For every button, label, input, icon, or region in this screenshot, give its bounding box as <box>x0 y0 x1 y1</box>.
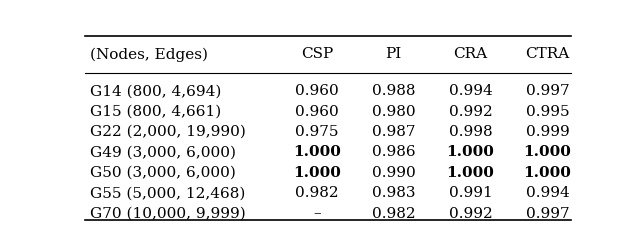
Text: 0.960: 0.960 <box>295 84 339 98</box>
Text: CRA: CRA <box>454 47 488 61</box>
Text: –: – <box>313 207 321 220</box>
Text: G49 (3,000, 6,000): G49 (3,000, 6,000) <box>90 145 236 160</box>
Text: G15 (800, 4,661): G15 (800, 4,661) <box>90 105 221 119</box>
Text: 0.991: 0.991 <box>449 186 492 200</box>
Text: 0.995: 0.995 <box>525 105 570 119</box>
Text: 0.997: 0.997 <box>525 207 570 220</box>
Text: G55 (5,000, 12,468): G55 (5,000, 12,468) <box>90 186 245 200</box>
Text: 0.987: 0.987 <box>372 125 415 139</box>
Text: 0.988: 0.988 <box>372 84 415 98</box>
Text: 0.997: 0.997 <box>525 84 570 98</box>
Text: G22 (2,000, 19,990): G22 (2,000, 19,990) <box>90 125 246 139</box>
Text: 1.000: 1.000 <box>293 145 340 160</box>
Text: 0.994: 0.994 <box>525 186 570 200</box>
Text: 0.990: 0.990 <box>372 166 415 180</box>
Text: 0.994: 0.994 <box>449 84 492 98</box>
Text: 0.982: 0.982 <box>372 207 415 220</box>
Text: PI: PI <box>385 47 402 61</box>
Text: G14 (800, 4,694): G14 (800, 4,694) <box>90 84 221 98</box>
Text: 0.999: 0.999 <box>525 125 570 139</box>
Text: 0.983: 0.983 <box>372 186 415 200</box>
Text: 1.000: 1.000 <box>447 166 495 180</box>
Text: 0.992: 0.992 <box>449 207 492 220</box>
Text: 0.992: 0.992 <box>449 105 492 119</box>
Text: G50 (3,000, 6,000): G50 (3,000, 6,000) <box>90 166 236 180</box>
Text: 1.000: 1.000 <box>524 166 572 180</box>
Text: CTRA: CTRA <box>525 47 570 61</box>
Text: 0.998: 0.998 <box>449 125 492 139</box>
Text: 0.960: 0.960 <box>295 105 339 119</box>
Text: CSP: CSP <box>301 47 333 61</box>
Text: 0.975: 0.975 <box>295 125 339 139</box>
Text: G70 (10,000, 9,999): G70 (10,000, 9,999) <box>90 207 246 220</box>
Text: 0.986: 0.986 <box>372 145 415 160</box>
Text: 1.000: 1.000 <box>447 145 495 160</box>
Text: 0.980: 0.980 <box>372 105 415 119</box>
Text: (Nodes, Edges): (Nodes, Edges) <box>90 47 208 62</box>
Text: 0.982: 0.982 <box>295 186 339 200</box>
Text: 1.000: 1.000 <box>293 166 340 180</box>
Text: 1.000: 1.000 <box>524 145 572 160</box>
